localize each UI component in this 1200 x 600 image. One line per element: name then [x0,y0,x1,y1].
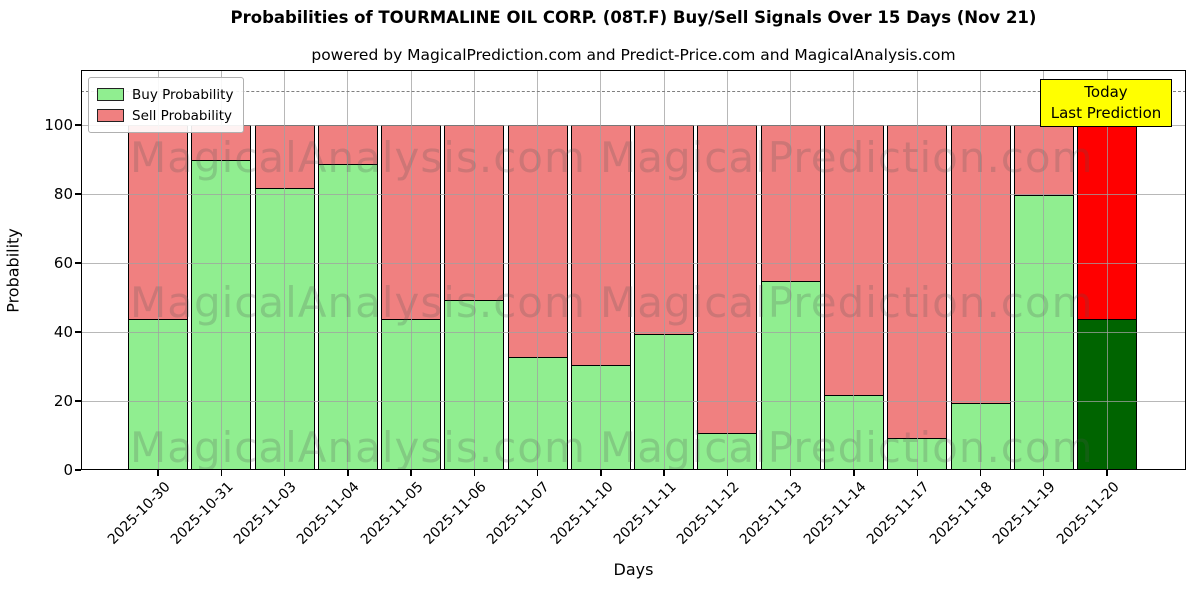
v-gridline [537,70,539,470]
x-tick-label: 2025-11-20 [1053,479,1123,548]
v-gridline [410,70,412,470]
x-tick-label: 2025-11-11 [610,479,680,548]
x-tick-mark [1106,470,1108,476]
chart-subtitle: powered by MagicalPrediction.com and Pre… [311,46,956,64]
x-tick-label: 2025-11-06 [420,479,490,548]
v-gridline [916,70,918,470]
x-axis-label: Days [613,560,654,579]
x-tick-label: 2025-11-17 [863,479,933,548]
y-tick-mark [75,193,81,195]
x-tick-mark [347,470,349,476]
x-tick-mark [600,470,602,476]
v-gridline [284,70,286,470]
x-tick-label: 2025-11-19 [990,479,1060,548]
y-tick-label: 80 [53,185,73,203]
v-gridline [663,70,665,470]
x-tick-label: 2025-11-04 [294,479,364,548]
x-tick-label: 2025-11-13 [737,479,807,548]
x-tick-mark [726,470,729,476]
x-tick-label: 2025-11-07 [484,479,553,548]
v-gridline [1106,70,1108,470]
h-gridline [81,262,1186,264]
legend-label-sell: Sell Probability [132,107,233,124]
x-tick-label: 2025-11-10 [547,479,617,548]
v-gridline [157,70,159,470]
x-tick-mark [916,470,918,476]
x-tick-mark [853,470,855,476]
x-tick-mark [283,470,286,476]
threshold-dashed-line [81,90,1186,92]
y-tick-label: 60 [53,254,73,272]
legend: Buy Probability Sell Probability [88,77,245,133]
x-tick-mark [410,470,412,476]
y-tick-label: 20 [53,392,73,410]
x-tick-mark [536,470,539,476]
h-gridline [81,331,1186,333]
v-gridline [853,70,855,470]
plot-area: MagicalAnalysis.com MagicalPrediction.com… [81,70,1186,470]
y-tick-label: 100 [44,116,73,134]
y-tick-mark [75,124,81,126]
x-tick-label: 2025-11-12 [673,479,743,548]
x-tick-label: 2025-10-30 [104,479,174,548]
v-gridline [600,70,602,470]
y-tick-mark [75,262,81,264]
x-tick-mark [979,470,982,476]
v-gridline [473,70,475,470]
x-tick-mark [473,470,476,476]
v-gridline [726,70,728,470]
sell-swatch [97,109,124,122]
x-tick-label: 2025-10-31 [167,479,237,548]
legend-item-buy: Buy Probability [97,84,233,105]
x-tick-mark [220,470,222,476]
h-gridline [81,469,1186,470]
x-tick-mark [1043,470,1045,476]
h-gridline [81,400,1186,402]
v-gridline [1043,70,1045,470]
h-gridline [81,124,1186,126]
v-gridline [790,70,792,470]
y-tick-mark [75,331,81,333]
x-tick-mark [663,470,665,476]
today-line1: Today [1084,83,1128,101]
today-annotation-box: Today Last Prediction [1040,79,1172,127]
chart-title: Probabilities of TOURMALINE OIL CORP. (0… [230,8,1037,27]
legend-item-sell: Sell Probability [97,105,233,126]
legend-label-buy: Buy Probability [132,86,234,103]
x-tick-label: 2025-11-18 [926,479,996,548]
y-tick-mark [75,400,81,402]
buy-swatch [97,88,124,101]
v-gridline [980,70,981,470]
x-tick-mark [157,470,159,476]
x-tick-mark [790,470,792,476]
h-gridline [81,193,1186,195]
x-tick-label: 2025-11-05 [357,479,427,548]
x-tick-label: 2025-11-14 [800,479,870,548]
y-tick-mark [75,469,81,471]
y-tick-label: 40 [53,323,73,341]
y-tick-label: 0 [63,461,73,479]
v-gridline [347,70,349,470]
v-gridline [220,70,222,470]
x-tick-label: 2025-11-03 [231,479,300,548]
today-line2: Last Prediction [1050,104,1162,122]
